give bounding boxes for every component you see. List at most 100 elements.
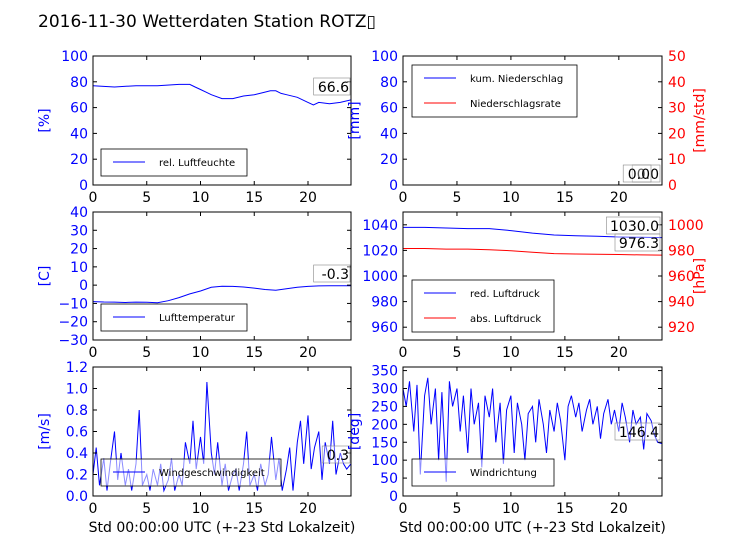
plot-frame	[402, 55, 663, 186]
x-tick-label: 10	[192, 190, 210, 206]
y-right-tick-label: 960	[668, 269, 695, 285]
series-line-temperature-0	[93, 285, 351, 304]
value-readout: 0.3	[327, 448, 349, 464]
y-tick-label: −30	[58, 333, 88, 349]
y-right-tick-label: 20	[668, 126, 686, 142]
y-tick-label: 100	[371, 453, 398, 469]
value-readout: 0.0	[637, 167, 659, 183]
y-tick-label: 40	[70, 126, 88, 142]
x-tick-label: 15	[245, 501, 263, 517]
legend-label: Windrichtung	[470, 468, 537, 479]
y-axis-label: [m/s]	[37, 413, 53, 450]
y-axis-label: [deg]	[347, 413, 363, 450]
value-readout-box	[313, 77, 351, 96]
y-axis-label-right: [hPa]	[692, 258, 708, 294]
legend-label: rel. Luftfeuchte	[159, 158, 235, 169]
legend: red. Luftdruck abs. Luftdruck	[411, 279, 555, 333]
panel-wind-speed: 0 5 10 15 20 0.0 0.2 0.4 0.6 0.8 1.0 1.2 [m/s] Std 00…	[37, 360, 355, 536]
y-tick-label: 20	[380, 152, 398, 168]
value-readout: 66.6	[318, 80, 349, 96]
y-tick-label: 30	[70, 223, 88, 239]
y-tick-label: 100	[371, 49, 398, 65]
legend-label: red. Luftdruck	[470, 289, 540, 300]
x-tick-label: 15	[245, 345, 263, 361]
panel-precip: 0 5 10 15 20 0 20 40 60 80 100 0 10 20 30 40 50 [mm] [mm/s…	[347, 49, 708, 206]
panel-pressure: 0 5 10 15 20 960 980 1000 1020 1040 920 940 960 980 10…	[362, 211, 708, 361]
y-right-tick-label: 40	[668, 75, 686, 91]
series-line-humidity-0	[93, 83, 351, 106]
x-tick-label: 0	[89, 190, 98, 206]
y-tick-label: 960	[371, 320, 398, 336]
x-tick-label: 15	[556, 190, 574, 206]
legend: Lufttemperatur	[100, 303, 248, 332]
y-tick-label: 100	[61, 49, 88, 65]
plot-frame	[402, 366, 663, 497]
y-tick-label: 350	[371, 364, 398, 380]
y-tick-label: 0	[389, 178, 398, 194]
x-tick-label: 20	[299, 190, 317, 206]
y-tick-label: 1040	[362, 218, 398, 234]
y-right-tick-label: 1000	[668, 218, 704, 234]
x-tick-label: 0	[399, 345, 408, 361]
x-tick-label: 0	[89, 501, 98, 517]
y-tick-label: 40	[380, 126, 398, 142]
x-tick-label: 5	[142, 501, 151, 517]
y-axis-label: [C]	[37, 266, 53, 287]
value-readout: -0.3	[322, 267, 349, 283]
y-right-tick-label: 980	[668, 243, 695, 259]
y-tick-label: 0	[79, 178, 88, 194]
panel-humidity: 0 5 10 15 20 0 20 40 60 80 100 [%] rel. Luftfeuchte 6…	[37, 49, 352, 206]
y-tick-label: 20	[70, 152, 88, 168]
y-tick-label: 0.6	[66, 425, 88, 441]
legend: Windrichtung	[411, 458, 555, 487]
y-tick-label: 1.0	[66, 382, 88, 398]
y-tick-label: 60	[380, 101, 398, 117]
y-right-tick-label: 920	[668, 320, 695, 336]
x-axis-label: Std 00:00:00 UTC (+-23 Std Lokalzeit)	[89, 520, 356, 536]
y-tick-label: 0.4	[66, 446, 88, 462]
x-tick-label: 10	[192, 345, 210, 361]
y-right-tick-label: 10	[668, 152, 686, 168]
x-tick-label: 10	[502, 501, 520, 517]
y-tick-label: 0.2	[66, 468, 88, 484]
x-axis-label: Std 00:00:00 UTC (+-23 Std Lokalzeit)	[399, 520, 666, 536]
value-readout: 1030.0	[610, 219, 659, 235]
y-tick-label: 0	[79, 278, 88, 294]
legend-label: Lufttemperatur	[159, 313, 236, 324]
legend: rel. Luftfeuchte	[100, 148, 248, 177]
series-line-pressure-1	[403, 248, 662, 256]
y-axis-label-right: [mm/std]	[692, 88, 708, 153]
x-tick-label: 20	[610, 190, 628, 206]
x-tick-label: 15	[556, 345, 574, 361]
legend: Windgeschwindigkeit	[100, 458, 282, 487]
y-tick-label: 0.0	[66, 489, 88, 505]
x-tick-label: 20	[610, 345, 628, 361]
y-right-tick-label: 50	[668, 49, 686, 65]
y-right-tick-label: 940	[668, 295, 695, 311]
value-readout: 146.4	[619, 425, 659, 441]
series-line-pressure-0	[403, 226, 662, 239]
x-tick-label: 5	[142, 190, 151, 206]
x-tick-label: 20	[299, 345, 317, 361]
x-tick-label: 15	[556, 501, 574, 517]
x-tick-label: 10	[502, 190, 520, 206]
y-tick-label: −10	[58, 296, 88, 312]
x-tick-label: 5	[142, 345, 151, 361]
y-tick-label: 10	[70, 260, 88, 276]
x-tick-label: 20	[610, 501, 628, 517]
y-tick-label: 150	[371, 435, 398, 451]
y-tick-label: 20	[70, 242, 88, 258]
legend-box	[411, 64, 578, 118]
value-readout: 0.0	[628, 167, 650, 183]
x-tick-label: 15	[245, 190, 263, 206]
y-tick-label: 40	[70, 205, 88, 221]
y-tick-label: 1000	[362, 269, 398, 285]
value-readout-box	[313, 264, 351, 283]
y-tick-label: 250	[371, 399, 398, 415]
x-tick-label: 10	[502, 345, 520, 361]
x-tick-label: 10	[192, 501, 210, 517]
legend: kum. Niederschlag Niederschlagsrate	[411, 64, 578, 118]
y-tick-label: 0.8	[66, 403, 88, 419]
